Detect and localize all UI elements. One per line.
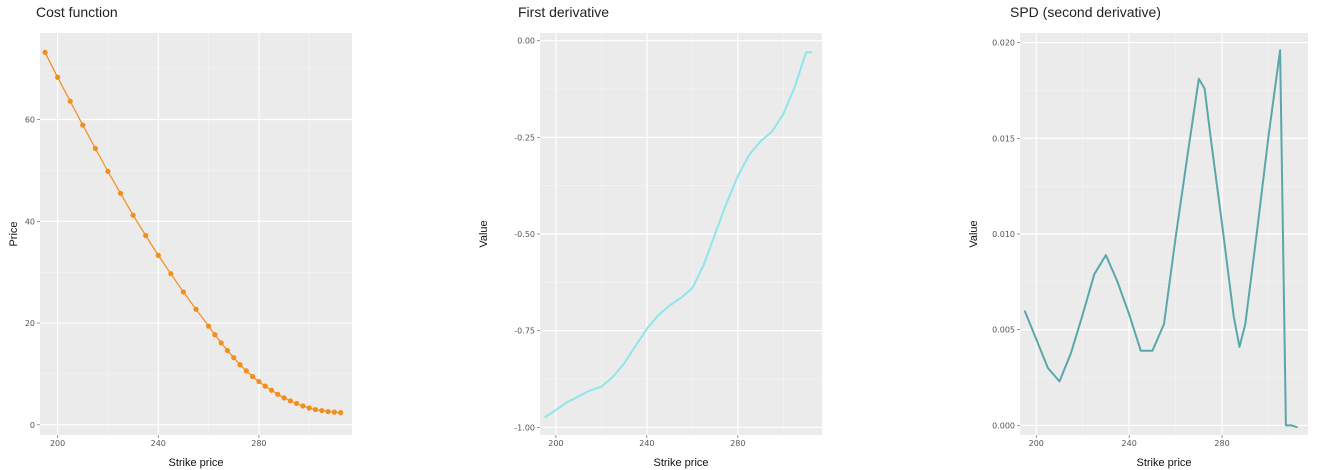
x-tick-label: 200: [548, 439, 563, 448]
data-point: [250, 373, 256, 380]
data-point: [212, 332, 218, 338]
series-line: [543, 51, 812, 419]
data-point: [319, 407, 325, 414]
data-point: [231, 355, 237, 361]
data-point: [262, 383, 268, 389]
x-tick-label: 280: [1214, 439, 1229, 448]
data-point: [243, 368, 249, 374]
y-tick-label: 0.000: [992, 421, 1015, 430]
chart-title: SPD (second derivative): [1010, 4, 1161, 20]
chart-title: First derivative: [518, 4, 610, 20]
chart-svg: 200 240 280 0 20 40 60 Strike price Price: [8, 33, 352, 469]
data-point: [55, 74, 61, 80]
data-point: [130, 212, 136, 218]
chart-cost-function: Cost function 200 240 280 0 20 40 60 Strike pri…: [0, 0, 420, 470]
x-axis-label: Strike price: [653, 457, 708, 469]
data-point: [143, 232, 149, 239]
x-tick-label: 240: [1122, 439, 1137, 448]
chart-first-derivative: First derivative 200 240 280 0.00 -0.25 -0.50…: [470, 0, 870, 470]
data-point: [331, 409, 337, 415]
x-tick-label: 280: [730, 439, 745, 448]
y-tick-label: 0.00: [517, 37, 535, 46]
chart-title: Cost function: [36, 4, 118, 20]
data-point: [237, 362, 243, 368]
data-point: [224, 347, 231, 354]
y-tick-label: 0.020: [992, 39, 1015, 48]
data-point: [306, 405, 312, 411]
data-point: [180, 289, 187, 295]
x-axis-label: Strike price: [1136, 457, 1191, 469]
data-point: [294, 400, 300, 407]
x-tick-label: 200: [50, 439, 65, 448]
y-tick-label: -0.25: [514, 133, 535, 142]
data-point: [105, 168, 111, 175]
data-point: [218, 340, 224, 346]
data-point: [275, 391, 281, 397]
data-point: [155, 252, 161, 258]
y-tick-label: 40: [25, 217, 35, 226]
series-line: [1023, 49, 1298, 429]
data-point: [117, 190, 124, 196]
x-tick-label: 240: [639, 439, 654, 448]
data-point: [338, 410, 344, 416]
y-tick-label: -1.00: [514, 423, 535, 432]
y-axis-label: Price: [8, 221, 20, 246]
x-tick-label: 240: [151, 439, 166, 448]
y-tick-label: -0.50: [514, 230, 535, 239]
y-axis-label: Value: [478, 220, 490, 247]
data-point: [300, 403, 306, 409]
data-point: [80, 122, 86, 128]
y-tick-label: 0.010: [992, 230, 1015, 239]
data-point: [193, 306, 199, 312]
y-tick-label: 20: [25, 319, 35, 328]
data-point: [256, 378, 262, 385]
x-axis-label: Strike price: [168, 457, 223, 469]
y-tick-label: 0.015: [992, 134, 1015, 143]
x-tick-label: 200: [1029, 439, 1044, 448]
data-point: [42, 49, 48, 55]
y-tick-label: 0: [30, 421, 35, 430]
data-point: [312, 406, 319, 413]
data-point: [92, 145, 98, 152]
y-tick-label: 60: [25, 116, 35, 125]
y-tick-label: -0.75: [514, 327, 535, 336]
data-point: [281, 395, 287, 401]
chart-svg: 200 240 280 0.000 0.005 0.010 0.015 0.020 Strike…: [968, 33, 1308, 469]
y-tick-label: 0.005: [992, 326, 1015, 335]
chart-spd-second-derivative: SPD (second derivative) 200 240 280 0.000 0.…: [960, 0, 1320, 470]
data-point: [67, 98, 73, 104]
data-point: [205, 323, 212, 329]
data-point: [268, 387, 275, 393]
data-point: [287, 398, 293, 404]
chart-svg: 200 240 280 0.00 -0.25 -0.50 -0.75 -1.00 Strike …: [478, 33, 822, 469]
x-tick-label: 280: [251, 439, 266, 448]
y-axis-label: Value: [968, 220, 980, 247]
data-point: [325, 408, 331, 415]
data-point: [168, 271, 174, 277]
plot-background: [40, 33, 352, 435]
